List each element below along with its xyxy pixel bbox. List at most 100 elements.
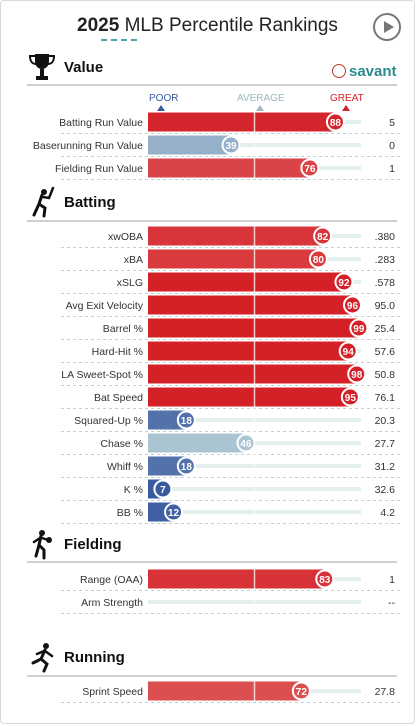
section-title-running: Running — [64, 649, 125, 666]
percentile-bar[interactable] — [148, 569, 325, 589]
metric-label: Sprint Speed — [82, 686, 143, 698]
metric-value: 27.7 — [375, 438, 396, 450]
percentile-bubble[interactable] — [308, 249, 328, 269]
percentile-bar[interactable] — [148, 318, 359, 338]
metric-value: 76.1 — [375, 392, 396, 404]
scale-great-label: GREAT — [330, 93, 364, 104]
percentile-bar[interactable] — [148, 456, 187, 476]
percentile-bar[interactable] — [148, 112, 336, 132]
metric-label: K % — [124, 484, 143, 496]
percentile-bar[interactable] — [148, 410, 187, 430]
section-header-fielding: Fielding — [27, 528, 397, 560]
metric-value: .283 — [375, 254, 396, 266]
percentile-bubble[interactable] — [349, 318, 369, 338]
metric-label: Baserunning Run Value — [33, 140, 143, 152]
percentile-bubble[interactable] — [291, 681, 311, 701]
percentile-label: 80 — [313, 255, 325, 266]
section-header-batting: Batting — [27, 186, 397, 218]
metric-label: xwOBA — [108, 231, 143, 243]
percentile-bubble[interactable] — [325, 112, 345, 132]
metric-label: Barrel % — [103, 323, 143, 335]
metric-value: 1 — [389, 574, 395, 586]
metric-value: 95.0 — [375, 300, 396, 312]
percentile-bar[interactable] — [148, 226, 323, 246]
section-header-value: Value — [27, 51, 397, 83]
year-selector-underline[interactable] — [101, 39, 137, 41]
percentile-label: 92 — [338, 278, 350, 289]
section-rule-value — [27, 84, 397, 86]
percentile-bar[interactable] — [148, 433, 246, 453]
percentile-bubble[interactable] — [300, 158, 320, 178]
savant-logo-text: savant — [349, 63, 397, 80]
metric-label: Avg Exit Velocity — [66, 300, 144, 312]
section-title-batting: Batting — [64, 194, 116, 211]
percentile-bubble[interactable] — [334, 272, 354, 292]
metric-value: 0 — [389, 140, 395, 152]
percentile-label: 7 — [160, 485, 166, 496]
percentile-bubble[interactable] — [315, 569, 335, 589]
percentile-label: 98 — [351, 370, 363, 381]
percentile-bar[interactable] — [148, 387, 351, 407]
percentile-label: 94 — [343, 347, 355, 358]
percentile-bubble[interactable] — [342, 295, 362, 315]
percentile-label: 72 — [296, 687, 308, 698]
percentile-bar[interactable] — [148, 249, 319, 269]
percentile-label: 46 — [240, 439, 252, 450]
metric-label: Chase % — [100, 438, 143, 450]
play-button[interactable] — [373, 13, 401, 41]
percentile-bubble[interactable] — [221, 135, 241, 155]
section-rule-batting — [27, 220, 397, 222]
metric-value: -- — [388, 597, 395, 609]
metric-label: BB % — [117, 507, 143, 519]
metric-label: Fielding Run Value — [55, 163, 143, 175]
metric-value: 31.2 — [375, 461, 396, 473]
section-rule-fielding — [27, 561, 397, 563]
metric-value: 57.6 — [375, 346, 396, 358]
baseball-icon — [332, 64, 346, 78]
average-marker-icon — [256, 105, 264, 111]
scale-poor-label: POOR — [149, 93, 179, 104]
metric-label: Hard-Hit % — [92, 346, 143, 358]
percentile-bar[interactable] — [148, 135, 232, 155]
page-title: 2025 MLB Percentile Rankings — [1, 15, 414, 37]
trophy-icon — [28, 54, 56, 80]
percentile-bubble[interactable] — [176, 456, 196, 476]
percentile-bubble[interactable] — [176, 410, 196, 430]
savant-logo[interactable]: savant — [332, 63, 397, 80]
percentile-bar[interactable] — [148, 681, 302, 701]
metric-value: 5 — [389, 117, 395, 129]
metric-value: 32.6 — [375, 484, 396, 496]
metric-label: Range (OAA) — [80, 574, 143, 586]
percentile-bubble[interactable] — [153, 479, 173, 499]
section-title-value: Value — [64, 59, 104, 76]
percentile-bar[interactable] — [148, 341, 349, 361]
percentile-label: 83 — [319, 575, 331, 586]
section-title-fielding: Fielding — [64, 536, 122, 553]
percentile-bar[interactable] — [148, 272, 344, 292]
percentile-label: 18 — [181, 416, 193, 427]
percentile-bubble[interactable] — [340, 387, 360, 407]
percentile-bubble[interactable] — [313, 226, 333, 246]
percentile-label: 99 — [353, 324, 365, 335]
metric-label: LA Sweet-Spot % — [61, 369, 143, 381]
metric-label: xSLG — [117, 277, 143, 289]
percentile-label: 82 — [317, 232, 329, 243]
scale-average-label: AVERAGE — [237, 93, 285, 104]
percentile-label: 88 — [330, 118, 342, 129]
percentile-bar[interactable] — [148, 158, 310, 178]
percentile-label: 18 — [181, 462, 193, 473]
percentile-label: 39 — [226, 141, 238, 152]
percentile-bubble[interactable] — [347, 364, 367, 384]
percentile-bar[interactable] — [148, 295, 353, 315]
poor-marker-icon — [157, 105, 165, 111]
percentile-bubble[interactable] — [164, 502, 184, 522]
percentile-bar[interactable] — [148, 364, 357, 384]
percentile-bubble[interactable] — [338, 341, 358, 361]
section-rule-running — [27, 675, 397, 677]
section-header-running: Running — [27, 641, 397, 673]
title-year: 2025 — [77, 15, 120, 36]
metric-value: 4.2 — [380, 507, 395, 519]
metric-label: Batting Run Value — [59, 117, 143, 129]
